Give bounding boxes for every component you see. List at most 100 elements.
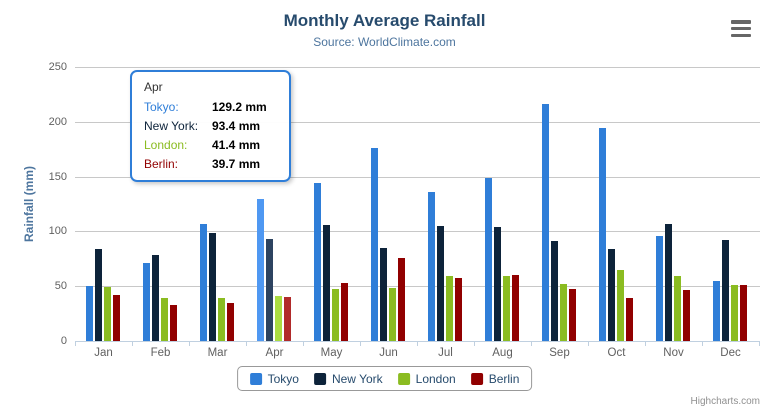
tooltip-row: New York: 93.4 mm [144, 117, 279, 136]
context-menu-button[interactable] [731, 20, 753, 37]
tooltip-rows: Tokyo: 129.2 mm New York: 93.4 mm London: 41.… [144, 98, 279, 174]
bar-london-jul[interactable] [446, 276, 453, 341]
bar-london-sep[interactable] [560, 284, 567, 341]
y-axis-label-250: 250 [48, 61, 67, 73]
gridline-250 [75, 67, 760, 68]
legend-item-berlin[interactable]: Berlin [470, 371, 520, 386]
x-axis-tick [702, 341, 703, 346]
hamburger-icon [731, 26, 751, 31]
x-axis-tick [645, 341, 646, 346]
bar-berlin-jul[interactable] [455, 278, 462, 341]
tooltip-row: Berlin: 39.7 mm [144, 155, 279, 174]
x-axis-label-dec: Dec [720, 347, 741, 359]
bar-tokyo-apr[interactable] [257, 199, 264, 341]
bar-london-jun[interactable] [389, 288, 396, 341]
x-axis-label-mar: Mar [207, 347, 228, 359]
bar-london-apr[interactable] [275, 296, 282, 341]
x-axis-label-apr: Apr [265, 347, 284, 359]
bar-tokyo-jan[interactable] [86, 286, 93, 341]
tooltip-series-label: Berlin: [144, 157, 179, 171]
bar-tokyo-jul[interactable] [428, 192, 435, 341]
bar-new-york-feb[interactable] [152, 255, 159, 341]
tooltip-series-label: New York: [144, 119, 199, 133]
legend-swatch-icon [313, 372, 326, 385]
bar-tokyo-feb[interactable] [143, 263, 150, 341]
legend-item-london[interactable]: London [397, 372, 456, 386]
x-axis-label-may: May [320, 347, 343, 359]
x-axis-label-jan: Jan [94, 347, 113, 359]
bar-new-york-may[interactable] [323, 225, 330, 341]
bar-london-feb[interactable] [161, 298, 168, 341]
x-axis-tick [588, 341, 589, 346]
bar-tokyo-mar[interactable] [200, 224, 207, 341]
bar-berlin-apr[interactable] [284, 297, 291, 341]
bar-london-nov[interactable] [674, 276, 681, 341]
tooltip-value: 41.4 mm [212, 138, 261, 152]
bar-new-york-jan[interactable] [95, 249, 102, 341]
bar-tokyo-aug[interactable] [485, 178, 492, 341]
bar-berlin-mar[interactable] [227, 303, 234, 341]
x-axis-tick [759, 341, 760, 346]
bar-tokyo-oct[interactable] [599, 128, 606, 341]
bar-london-may[interactable] [332, 289, 339, 341]
bar-london-jan[interactable] [104, 287, 111, 341]
bar-new-york-sep[interactable] [551, 241, 558, 341]
x-axis-label-aug: Aug [492, 347, 513, 359]
bar-tokyo-may[interactable] [314, 183, 321, 341]
legend-swatch-icon [470, 372, 483, 385]
gridline-100 [75, 231, 760, 233]
y-axis-label-100: 100 [48, 225, 67, 238]
bar-berlin-sep[interactable] [569, 289, 576, 341]
credits-link[interactable]: Highcharts.com [690, 396, 760, 407]
x-axis-tick [132, 341, 133, 346]
tooltip-series-label: London: [144, 138, 188, 152]
bar-new-york-jun[interactable] [380, 248, 387, 341]
bar-tokyo-dec[interactable] [713, 281, 720, 341]
x-axis-tick [189, 341, 190, 346]
x-axis-tick [531, 341, 532, 346]
tooltip: Apr Tokyo: 129.2 mm New York: 93.4 mm London… [130, 70, 291, 182]
bar-berlin-may[interactable] [341, 283, 348, 341]
tooltip-row: London: 41.4 mm [144, 136, 279, 155]
y-axis-label-150: 150 [48, 170, 67, 183]
bar-new-york-mar[interactable] [209, 233, 216, 341]
bar-berlin-jan[interactable] [113, 295, 120, 341]
bar-new-york-apr[interactable] [266, 239, 273, 341]
bar-london-dec[interactable] [731, 285, 738, 341]
legend-item-tokyo[interactable]: Tokyo [249, 371, 299, 386]
y-axis-label-0: 0 [60, 335, 67, 347]
bar-berlin-oct[interactable] [626, 298, 633, 341]
chart-title: Monthly Average Rainfall [283, 11, 486, 30]
bar-tokyo-nov[interactable] [656, 236, 663, 341]
bar-london-mar[interactable] [218, 298, 225, 341]
x-axis-tick [246, 341, 247, 346]
bar-new-york-nov[interactable] [665, 224, 672, 341]
legend-item-new-york[interactable]: New York [313, 371, 383, 386]
legend-label: Tokyo [267, 371, 299, 386]
legend-label: Berlin [488, 371, 520, 386]
bar-berlin-aug[interactable] [512, 275, 519, 341]
bar-berlin-feb[interactable] [170, 305, 177, 341]
bar-new-york-oct[interactable] [608, 249, 615, 341]
bar-new-york-jul[interactable] [437, 226, 444, 341]
chart-subtitle: Source: WorldClimate.com [313, 35, 456, 49]
legend-label: New York [331, 371, 383, 386]
bar-london-oct[interactable] [617, 270, 624, 341]
hamburger-icon [731, 20, 751, 24]
x-axis-tick [303, 341, 304, 346]
bar-new-york-aug[interactable] [494, 227, 501, 341]
x-axis-label-feb: Feb [150, 347, 171, 359]
tooltip-value: 39.7 mm [212, 157, 261, 171]
bar-berlin-jun[interactable] [398, 258, 405, 341]
bar-london-aug[interactable] [503, 276, 510, 341]
bar-tokyo-sep[interactable] [542, 104, 549, 341]
x-axis-label-nov: Nov [663, 347, 684, 359]
bar-new-york-dec[interactable] [722, 240, 729, 341]
x-axis-label-jul: Jul [438, 347, 453, 359]
bar-berlin-dec[interactable] [740, 285, 747, 341]
bar-berlin-nov[interactable] [683, 290, 690, 341]
legend-swatch-icon [249, 372, 262, 385]
tooltip-series-label: Tokyo: [144, 100, 179, 114]
bar-tokyo-jun[interactable] [371, 148, 378, 341]
